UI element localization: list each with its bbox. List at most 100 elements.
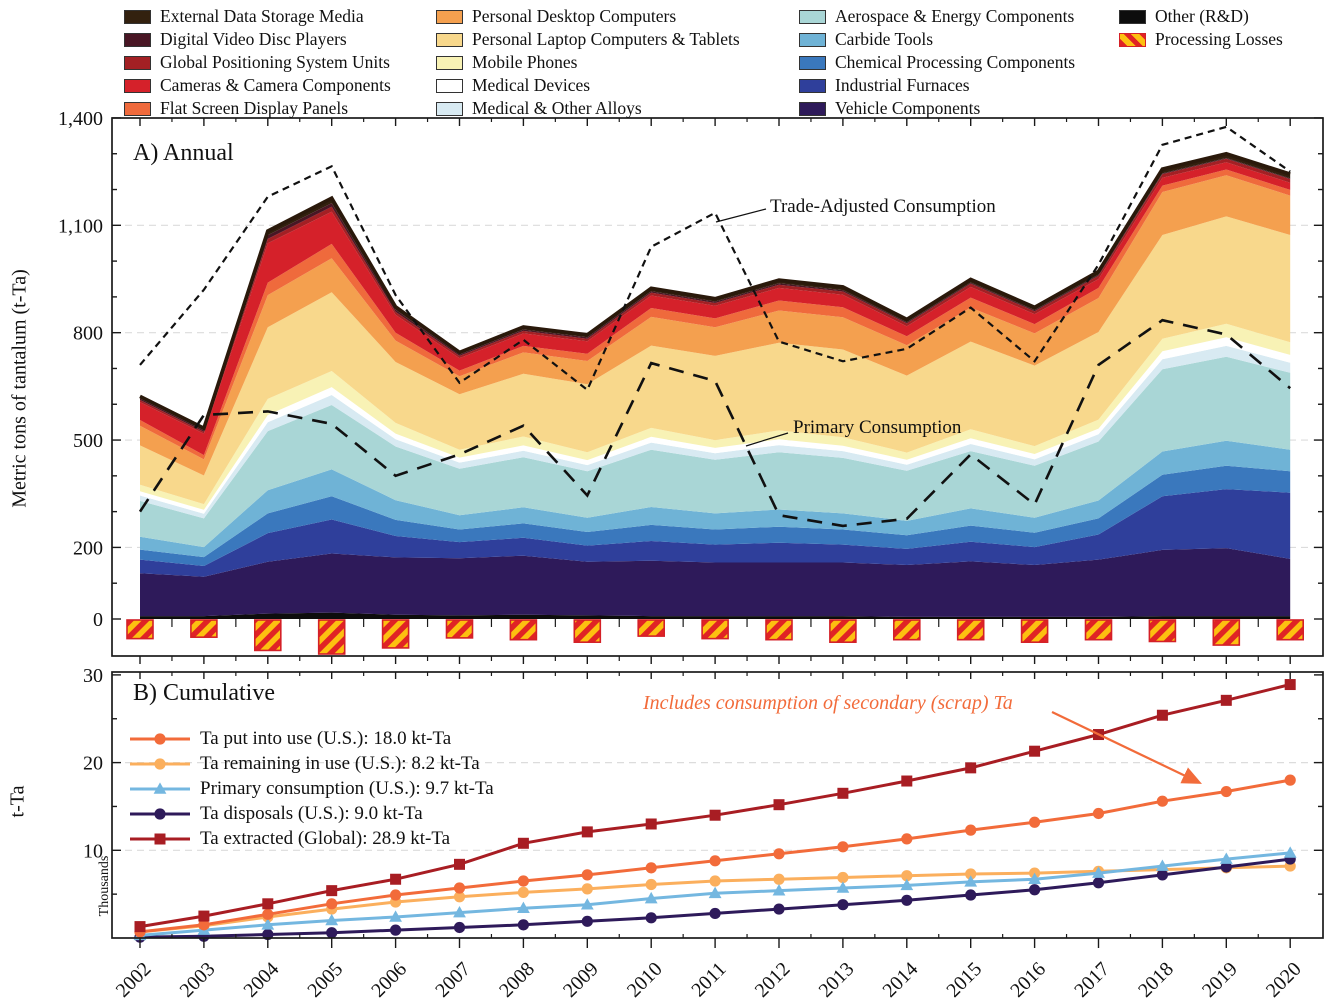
legend-swatch-icon bbox=[124, 32, 151, 47]
area-series bbox=[140, 162, 1291, 456]
legend-item: Chemical Processing Components bbox=[799, 51, 1075, 74]
svg-text:200: 200 bbox=[73, 537, 103, 559]
panel-b-legend-item: Ta disposals (U.S.): 9.0 kt-Ta bbox=[128, 801, 494, 826]
legend-line-sample-icon bbox=[130, 807, 190, 820]
legend-swatch-icon bbox=[124, 101, 151, 116]
primary-consumption-annotation: Primary Consumption bbox=[793, 417, 962, 438]
trade-adjusted-annotation: Trade-Adjusted Consumption bbox=[770, 196, 996, 217]
legend-swatch-icon bbox=[124, 55, 151, 70]
legend-line-sample-icon bbox=[130, 781, 190, 794]
processing-losses-box bbox=[126, 619, 154, 640]
cumulative-line-series bbox=[133, 846, 1297, 941]
cumulative-line-series bbox=[134, 774, 1296, 938]
legend-swatch-icon bbox=[799, 9, 826, 24]
processing-losses-box bbox=[1020, 619, 1049, 643]
x-axis-year-label: 2012 bbox=[751, 958, 795, 1001]
svg-text:30: 30 bbox=[83, 665, 103, 687]
legend-item: Carbide Tools bbox=[799, 28, 1075, 51]
legend-swatch-icon bbox=[799, 101, 826, 116]
svg-text:1,400: 1,400 bbox=[58, 108, 103, 130]
x-axis-year-label: 2013 bbox=[815, 958, 859, 1001]
area-series bbox=[140, 548, 1291, 617]
legend-item: Mobile Phones bbox=[436, 51, 740, 74]
legend-swatch-icon bbox=[436, 9, 463, 24]
svg-text:10: 10 bbox=[83, 840, 103, 862]
processing-losses-box bbox=[765, 619, 793, 641]
legend-swatch-icon bbox=[436, 55, 463, 70]
svg-text:800: 800 bbox=[73, 323, 103, 345]
processing-losses-box bbox=[956, 619, 985, 641]
panel-b-legend-item: Ta extracted (Global): 28.9 kt-Ta bbox=[128, 826, 494, 851]
legend-swatch-icon bbox=[1119, 32, 1146, 47]
legend-swatch-icon bbox=[436, 78, 463, 93]
legend-item: Vehicle Components bbox=[799, 97, 1075, 120]
area-series bbox=[140, 356, 1291, 548]
secondary-scrap-annotation: Includes consumption of secondary (scrap… bbox=[643, 692, 1013, 714]
panel-b-legend-label: Primary consumption (U.S.): 9.7 kt-Ta bbox=[200, 777, 494, 799]
panel-b-legend-label: Ta extracted (Global): 28.9 kt-Ta bbox=[200, 827, 451, 849]
legend-swatch-icon bbox=[124, 9, 151, 24]
processing-losses-box bbox=[829, 619, 857, 643]
legend-item: Industrial Furnaces bbox=[799, 74, 1075, 97]
legend-label: Aerospace & Energy Components bbox=[835, 6, 1075, 26]
area-series bbox=[140, 337, 1291, 514]
panel-b-legend-item: Ta remaining in use (U.S.): 8.2 kt-Ta bbox=[128, 751, 494, 776]
panel-b-legend-label: Ta put into use (U.S.): 18.0 kt-Ta bbox=[200, 727, 452, 749]
legend-label: External Data Storage Media bbox=[160, 6, 364, 26]
legend-swatch-icon bbox=[1119, 9, 1146, 24]
processing-losses-box bbox=[573, 619, 602, 643]
legend-label: Mobile Phones bbox=[472, 52, 578, 72]
x-axis-year-label: 2004 bbox=[239, 958, 283, 1001]
legend-item: Global Positioning System Units bbox=[124, 51, 391, 74]
legend-item: External Data Storage Media bbox=[124, 5, 391, 28]
area-series bbox=[140, 345, 1291, 519]
primary-consumption-line bbox=[138, 318, 1292, 528]
panel-b-legend-label: Ta disposals (U.S.): 9.0 kt-Ta bbox=[200, 802, 423, 824]
legend-item: Personal Laptop Computers & Tablets bbox=[436, 28, 740, 51]
svg-text:500: 500 bbox=[73, 430, 103, 452]
legend-swatch-icon bbox=[436, 32, 463, 47]
processing-losses-box bbox=[1084, 619, 1113, 641]
area-series bbox=[140, 489, 1291, 577]
x-axis-year-label: 2010 bbox=[623, 958, 667, 1001]
legend-column-1: External Data Storage Media Digital Video… bbox=[124, 5, 391, 120]
x-axis-year-label: 2016 bbox=[1006, 958, 1050, 1001]
x-axis-year-label: 2002 bbox=[112, 958, 156, 1001]
legend-item: Other (R&D) bbox=[1119, 5, 1283, 28]
legend-swatch-icon bbox=[124, 78, 151, 93]
legend-line-sample-icon bbox=[130, 757, 190, 770]
area-series bbox=[140, 612, 1291, 619]
legend-label: Medical & Other Alloys bbox=[472, 98, 642, 118]
legend-swatch-icon bbox=[799, 32, 826, 47]
processing-losses-box bbox=[1276, 619, 1304, 641]
legend-item: Cameras & Camera Components bbox=[124, 74, 391, 97]
processing-losses-box bbox=[317, 619, 346, 655]
legend-item: Processing Losses bbox=[1119, 28, 1283, 51]
processing-losses-box bbox=[509, 619, 538, 641]
x-axis-year-label: 2009 bbox=[559, 958, 603, 1001]
x-axis-year-label: 2020 bbox=[1262, 958, 1306, 1001]
legend-column-4: Other (R&D) Processing Losses bbox=[1119, 5, 1283, 51]
legend-swatch-icon bbox=[436, 101, 463, 116]
legend-label: Personal Desktop Computers bbox=[472, 6, 677, 26]
area-series bbox=[140, 175, 1291, 476]
legend-label: Chemical Processing Components bbox=[835, 52, 1076, 72]
x-axis-year-label: 2008 bbox=[495, 958, 539, 1001]
legend-label: Personal Laptop Computers & Tablets bbox=[472, 29, 740, 49]
legend-label: Digital Video Disc Players bbox=[160, 29, 347, 49]
trade-adjusted-line bbox=[139, 125, 1291, 392]
area-series bbox=[140, 465, 1291, 566]
svg-text:0: 0 bbox=[93, 609, 103, 631]
processing-losses-box bbox=[190, 619, 218, 638]
processing-losses-box bbox=[445, 619, 474, 639]
panel-b-y-axis-label: t-Ta bbox=[6, 785, 29, 818]
x-axis-year-label: 2003 bbox=[176, 958, 220, 1001]
legend-item: Personal Desktop Computers bbox=[436, 5, 740, 28]
area-series bbox=[140, 216, 1291, 505]
legend-label: Cameras & Camera Components bbox=[160, 75, 391, 95]
panel-b-y-axis-unit-label: Thousands bbox=[97, 855, 112, 917]
panel-b-legend: Ta put into use (U.S.): 18.0 kt-Ta Ta rem… bbox=[128, 726, 494, 851]
legend-swatch-icon bbox=[799, 78, 826, 93]
